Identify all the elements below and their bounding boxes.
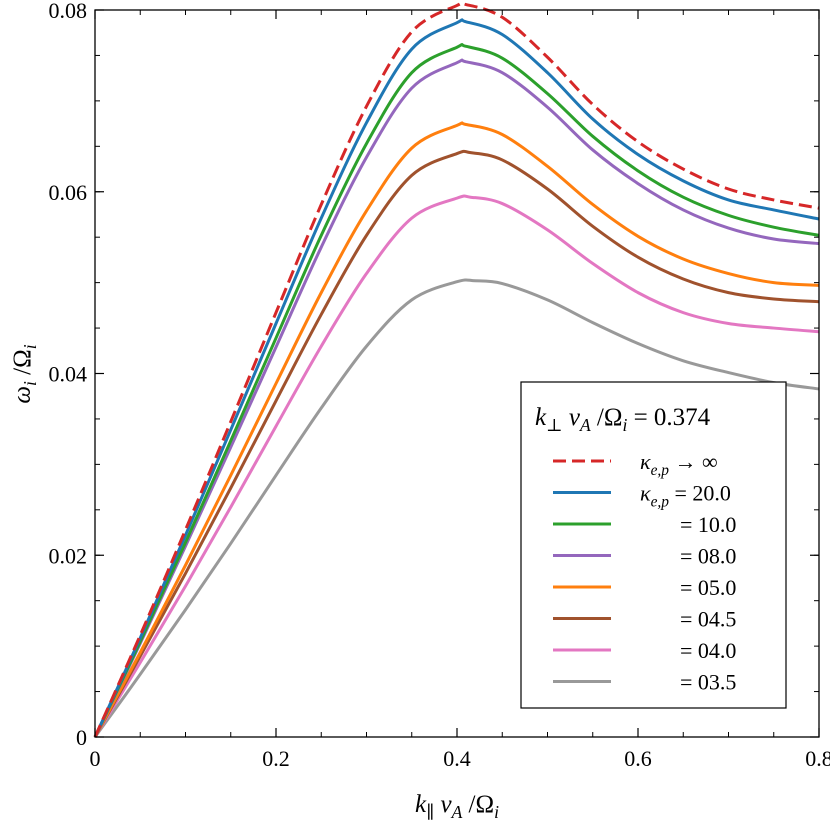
y-axis-label: ωi /Ωi: [9, 344, 40, 403]
series-line-6: [93, 194, 820, 738]
legend-label-0: κe,p → ∞: [640, 449, 718, 479]
series-line-4: [93, 121, 820, 738]
series-line-7: [93, 278, 820, 738]
y-tick-label: 0.08: [49, 0, 88, 23]
y-tick-label: 0.06: [49, 180, 88, 205]
legend-title: k⊥ vA /Ωi = 0.374: [535, 404, 711, 435]
x-tick-label: 0: [90, 746, 101, 771]
x-tick-label: 0.2: [262, 746, 290, 771]
y-tick-label: 0.04: [49, 362, 88, 387]
legend-box: [520, 381, 787, 709]
legend-label-7: = 03.5: [680, 670, 736, 695]
y-tick-label: 0.02: [49, 543, 88, 568]
legend: k⊥ vA /Ωi = 0.374 κe,p → ∞κe,p = 20.0= 1…: [520, 381, 787, 709]
series-line-2: [93, 42, 820, 738]
axis-ticks: 0 0.2 0.4 0.6 0.8 0 0.02 0.04 0.06 0.08: [49, 0, 830, 771]
series-lines: [93, 1, 820, 738]
legend-label-3: = 08.0: [680, 544, 736, 569]
series-line-0: [93, 1, 820, 738]
legend-label-4: = 05.0: [680, 575, 736, 600]
series-line-3: [93, 58, 820, 738]
x-tick-label: 0.6: [624, 746, 652, 771]
y-tick-label: 0: [76, 725, 87, 750]
legend-label-1: κe,p = 20.0: [640, 481, 731, 511]
legend-entries: κe,p → ∞κe,p = 20.0= 10.0 = 08.0 = 05.0 = 0…: [553, 449, 736, 695]
legend-label-5: = 04.5: [680, 607, 736, 632]
series-line-5: [93, 149, 820, 738]
x-tick-label: 0.4: [443, 746, 471, 771]
legend-label-2: = 10.0: [680, 512, 736, 537]
legend-label-6: = 04.0: [680, 638, 736, 663]
x-tick-label: 0.8: [805, 746, 830, 771]
series-line-1: [93, 18, 820, 738]
x-axis-label: k∥ vA /Ωi: [415, 791, 499, 822]
